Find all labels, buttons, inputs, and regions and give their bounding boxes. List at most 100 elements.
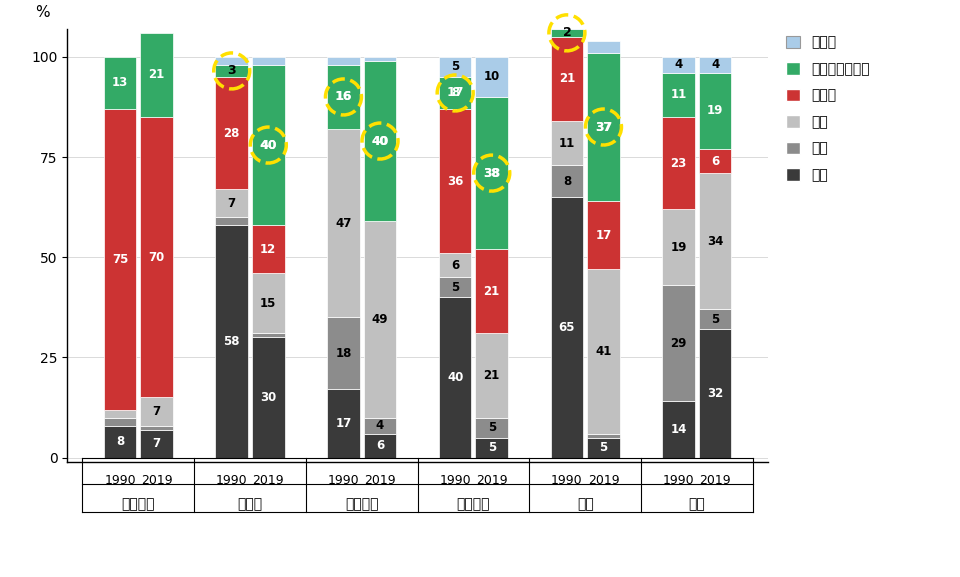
Bar <box>439 297 471 458</box>
Text: 3: 3 <box>228 65 236 77</box>
Text: 40: 40 <box>447 371 464 384</box>
Bar <box>662 209 695 285</box>
Bar <box>551 121 583 165</box>
Bar <box>327 57 360 65</box>
Y-axis label: %: % <box>36 5 50 20</box>
Text: 21: 21 <box>559 73 575 85</box>
Text: 6: 6 <box>376 439 384 452</box>
Bar <box>364 418 396 433</box>
Bar <box>439 57 471 77</box>
Text: 5: 5 <box>488 441 496 454</box>
Text: 36: 36 <box>447 175 464 188</box>
Text: 65: 65 <box>559 321 575 334</box>
Bar <box>104 426 136 458</box>
Bar <box>662 117 695 209</box>
Text: 7: 7 <box>228 197 236 209</box>
Text: 2019: 2019 <box>700 474 731 486</box>
Text: 21: 21 <box>484 369 500 382</box>
Text: 5: 5 <box>451 281 459 294</box>
Text: 12: 12 <box>260 243 276 256</box>
Bar <box>215 77 248 189</box>
Bar <box>551 29 583 37</box>
Text: 19: 19 <box>707 104 724 118</box>
Bar <box>215 65 248 77</box>
Text: 6: 6 <box>711 155 719 167</box>
Bar <box>252 57 284 65</box>
Text: 40: 40 <box>372 134 388 148</box>
Text: 17: 17 <box>595 228 612 242</box>
Bar <box>439 253 471 278</box>
Bar <box>215 189 248 217</box>
Text: 6: 6 <box>451 258 459 272</box>
Bar <box>588 269 620 433</box>
Text: 5: 5 <box>488 421 496 434</box>
Bar <box>215 217 248 225</box>
Bar <box>327 65 360 129</box>
Text: 40: 40 <box>372 134 389 148</box>
Bar <box>699 173 732 309</box>
Text: 23: 23 <box>670 156 686 170</box>
Text: 7: 7 <box>153 437 160 450</box>
Text: 16: 16 <box>335 91 352 103</box>
Bar <box>662 402 695 458</box>
Text: 19: 19 <box>670 241 686 254</box>
Bar <box>588 433 620 437</box>
Text: 1990: 1990 <box>327 474 359 486</box>
Bar <box>104 57 136 109</box>
Bar <box>364 57 396 61</box>
Bar <box>475 97 508 249</box>
Text: 49: 49 <box>372 313 388 326</box>
Text: フランス: フランス <box>122 497 156 512</box>
Bar <box>104 418 136 426</box>
Text: 16: 16 <box>335 91 351 103</box>
Text: 4: 4 <box>376 419 384 432</box>
Text: 38: 38 <box>483 167 500 179</box>
Text: 38: 38 <box>484 167 500 179</box>
Text: 2: 2 <box>563 27 571 39</box>
Text: 75: 75 <box>111 253 129 266</box>
Bar <box>439 278 471 297</box>
Text: 2019: 2019 <box>252 474 284 486</box>
Text: 2019: 2019 <box>364 474 396 486</box>
Text: イタリア: イタリア <box>345 497 378 512</box>
Text: 2019: 2019 <box>476 474 508 486</box>
Bar <box>699 57 732 73</box>
Text: 15: 15 <box>260 297 276 310</box>
Text: 8: 8 <box>116 435 124 448</box>
Bar <box>327 317 360 389</box>
Bar <box>588 53 620 201</box>
Text: 英国: 英国 <box>577 497 593 512</box>
Text: 47: 47 <box>335 217 351 230</box>
Bar <box>439 109 471 253</box>
Bar <box>551 17 583 29</box>
Bar <box>364 61 396 221</box>
Text: 8: 8 <box>563 175 571 188</box>
Bar <box>104 109 136 410</box>
Text: 41: 41 <box>595 345 612 358</box>
Text: 40: 40 <box>259 138 277 152</box>
Bar <box>252 273 284 334</box>
Bar <box>364 433 396 458</box>
Bar <box>327 389 360 458</box>
Bar <box>475 437 508 458</box>
Text: 7: 7 <box>153 405 160 418</box>
Text: 37: 37 <box>595 121 612 133</box>
Text: 28: 28 <box>224 126 240 140</box>
Text: ドイツ: ドイツ <box>237 497 263 512</box>
Text: 1990: 1990 <box>216 474 248 486</box>
Bar <box>104 410 136 418</box>
Text: 5: 5 <box>711 313 719 326</box>
Bar <box>215 57 248 65</box>
Bar <box>551 165 583 197</box>
Text: 2019: 2019 <box>588 474 619 486</box>
Text: 17: 17 <box>335 417 351 430</box>
Text: 5: 5 <box>599 441 608 454</box>
Bar <box>551 37 583 121</box>
Bar <box>140 398 173 426</box>
Bar <box>140 33 173 117</box>
Text: 1990: 1990 <box>440 474 471 486</box>
Text: 70: 70 <box>149 251 165 264</box>
Text: 13: 13 <box>112 76 128 89</box>
Bar <box>662 73 695 117</box>
Bar <box>252 225 284 273</box>
